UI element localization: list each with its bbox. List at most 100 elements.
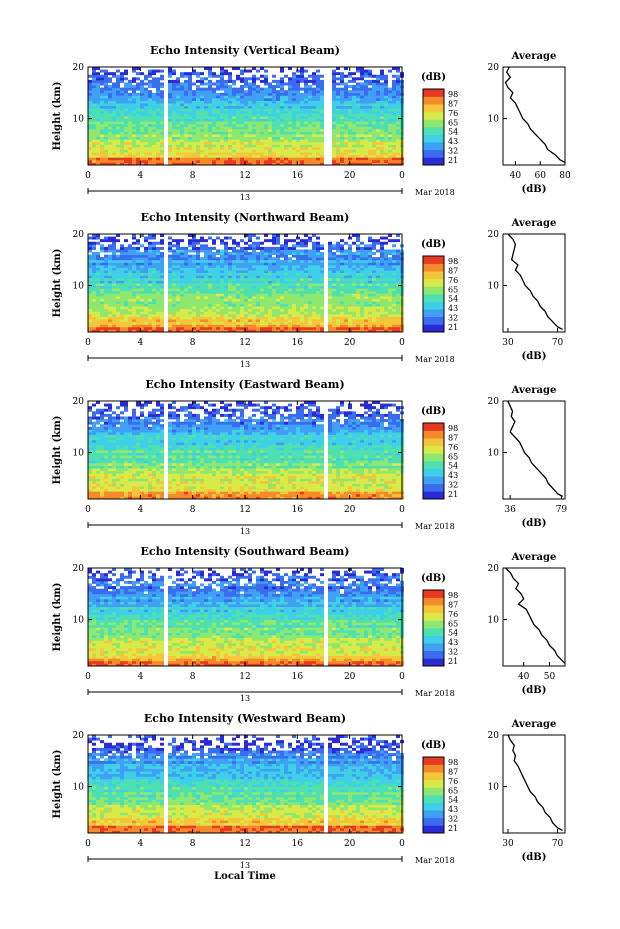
heatmap-cell: [120, 262, 124, 266]
heatmap-cell: [224, 272, 228, 276]
heatmap-cell: [284, 295, 288, 299]
heatmap-cell: [372, 162, 376, 166]
heatmap-cell: [352, 92, 356, 96]
heatmap-cell: [376, 108, 380, 112]
heatmap-cell: [352, 329, 356, 333]
heatmap-cell: [208, 324, 212, 328]
heatmap-cell: [176, 121, 180, 125]
heatmap-cell: [148, 95, 152, 99]
heatmap-cell: [384, 311, 388, 315]
heatmap-cell: [320, 103, 324, 107]
heatmap-cell: [152, 136, 156, 140]
heatmap-cell: [260, 288, 264, 292]
heatmap-cell: [356, 134, 360, 138]
heatmap-cell: [252, 257, 256, 261]
heatmap-cell: [220, 103, 224, 107]
heatmap-cell: [392, 285, 396, 289]
heatmap-cell: [332, 131, 336, 135]
heatmap-cell: [336, 275, 340, 279]
heatmap-cell: [360, 97, 364, 101]
heatmap-cell: [216, 293, 220, 297]
heatmap-cell: [252, 308, 256, 312]
heatmap-cell: [276, 144, 280, 148]
heatmap-cell: [372, 277, 376, 281]
heatmap-cell: [308, 313, 312, 317]
heatmap-cell: [156, 123, 160, 127]
heatmap-cell: [192, 262, 196, 266]
heatmap-cell: [260, 90, 264, 94]
heatmap-cell: [336, 100, 340, 104]
heatmap-cell: [332, 295, 336, 299]
heatmap-cell: [172, 301, 176, 305]
heatmap-cell: [356, 306, 360, 310]
heatmap-cell: [268, 272, 272, 276]
heatmap-cell: [264, 103, 268, 107]
heatmap-cell: [300, 311, 304, 315]
heatmap-cell: [184, 126, 188, 130]
heatmap-cell: [128, 121, 132, 125]
heatmap-cell: [204, 264, 208, 268]
heatmap-cell: [340, 285, 344, 289]
heatmap-cell: [396, 326, 400, 330]
heatmap-cell: [160, 301, 164, 305]
heatmap-cell: [92, 293, 96, 297]
heatmap-cell: [204, 141, 208, 145]
heatmap-cell: [388, 293, 392, 297]
heatmap-cell: [200, 103, 204, 107]
heatmap-cell: [180, 90, 184, 94]
heatmap-cell: [264, 152, 268, 156]
heatmap-cell: [216, 131, 220, 135]
heatmap-cell: [200, 303, 204, 307]
heatmap-cell: [192, 123, 196, 127]
heatmap-cell: [260, 95, 264, 99]
heatmap-cell: [156, 329, 160, 333]
heatmap-cell: [312, 82, 316, 86]
heatmap-cell: [88, 277, 92, 281]
heatmap-cell: [280, 108, 284, 112]
heatmap-cell: [100, 110, 104, 114]
heatmap-cell: [340, 303, 344, 307]
heatmap-cell: [116, 159, 120, 163]
heatmap-cell: [100, 149, 104, 153]
heatmap-cell: [176, 295, 180, 299]
heatmap-cell: [216, 288, 220, 292]
heatmap-cell: [368, 329, 372, 333]
heatmap-cell: [220, 154, 224, 158]
heatmap-cell: [144, 285, 148, 289]
heatmap-cell: [304, 157, 308, 161]
heatmap-cell: [272, 295, 276, 299]
heatmap-cell: [168, 303, 172, 307]
heatmap-cell: [160, 257, 164, 261]
heatmap-cell: [364, 131, 368, 135]
heatmap-cell: [196, 162, 200, 166]
heatmap-cell: [312, 311, 316, 315]
heatmap-cell: [220, 254, 224, 258]
heatmap-cell: [252, 259, 256, 263]
heatmap-cell: [184, 141, 188, 145]
heatmap-cell: [304, 308, 308, 312]
heatmap-cell: [200, 108, 204, 112]
heatmap-cell: [248, 85, 252, 89]
heatmap-cell: [268, 257, 272, 261]
heatmap-cell: [356, 295, 360, 299]
heatmap-cell: [168, 295, 172, 299]
heatmap-cell: [340, 311, 344, 315]
heatmap-cell: [212, 259, 216, 263]
heatmap-cell: [156, 306, 160, 310]
heatmap-cell: [192, 134, 196, 138]
heatmap-cell: [120, 319, 124, 323]
heatmap-cell: [228, 128, 232, 132]
heatmap-cell: [180, 257, 184, 261]
heatmap-cell: [300, 308, 304, 312]
heatmap-cell: [92, 74, 96, 78]
heatmap-cell: [200, 152, 204, 156]
heatmap-cell: [180, 277, 184, 281]
heatmap-cell: [232, 103, 236, 107]
heatmap-cell: [280, 149, 284, 153]
heatmap-cell: [92, 324, 96, 328]
heatmap-cell: [184, 288, 188, 292]
heatmap-cell: [92, 116, 96, 119]
heatmap-cell: [200, 262, 204, 266]
heatmap-cell: [168, 288, 172, 292]
heatmap-cell: [316, 306, 320, 310]
